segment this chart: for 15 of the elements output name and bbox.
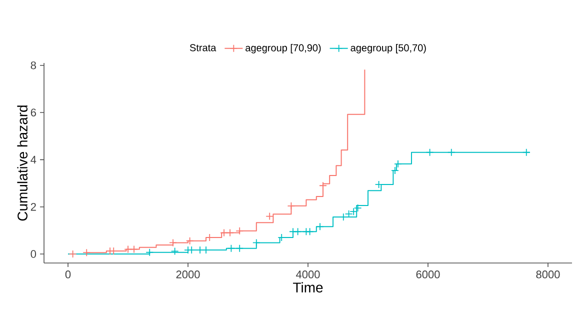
y-axis-title: Cumulative hazard [17, 106, 28, 221]
x-tick-label: 4000 [296, 270, 320, 278]
x-tick-label: 8000 [536, 270, 560, 278]
y-tick-label: 6 [30, 108, 36, 116]
legend-label: agegroup [50,70) [350, 44, 426, 54]
x-axis-title: Time [293, 282, 323, 292]
y-tick-label: 2 [30, 203, 36, 211]
y-tick-label: 4 [30, 156, 36, 164]
y-tick-label: 8 [30, 61, 36, 70]
y-tick-label: 0 [30, 250, 36, 258]
x-tick-label: 0 [65, 270, 71, 278]
legend-label: agegroup [70,90) [246, 44, 321, 54]
legend-title: Strata [190, 44, 216, 52]
x-tick-label: 6000 [416, 270, 440, 278]
x-tick-label: 2000 [176, 270, 200, 278]
